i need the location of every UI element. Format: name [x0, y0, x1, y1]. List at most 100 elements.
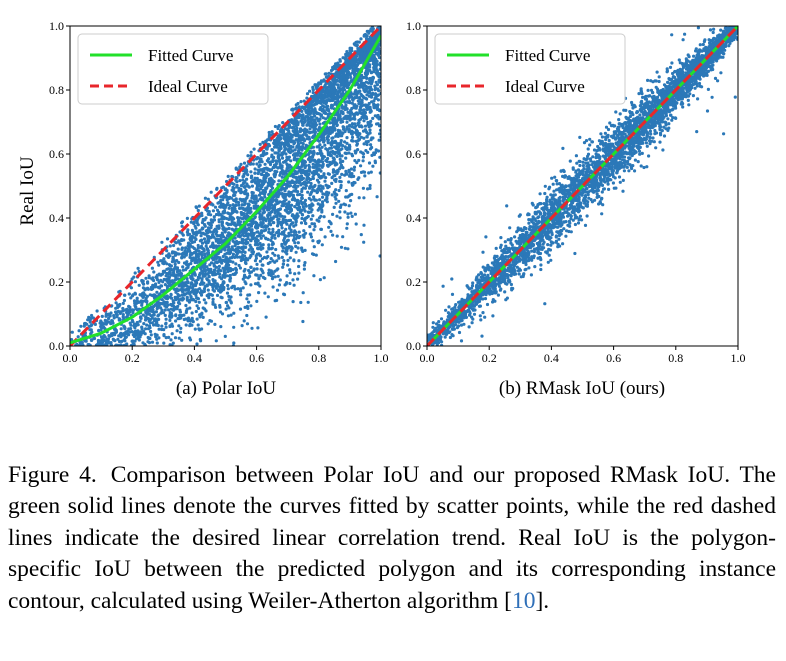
scatter-point: [133, 271, 137, 275]
scatter-point: [281, 265, 285, 269]
scatter-point: [300, 212, 304, 217]
scatter-point: [322, 172, 326, 176]
scatter-point: [232, 311, 236, 315]
panel-a: 0.0 0.2 0.4 0.6 0.8 1.00.00.20.40.60.81.0Fitt…: [17, 19, 389, 399]
scatter-point: [297, 230, 301, 234]
scatter-point: [321, 185, 325, 189]
scatter-point: [280, 226, 284, 230]
scatter-point: [352, 168, 356, 172]
scatter-point: [119, 327, 123, 331]
scatter-point: [198, 229, 202, 233]
scatter-point: [352, 104, 356, 108]
scatter-point: [110, 333, 114, 338]
scatter-point: [343, 203, 348, 207]
scatter-point: [258, 259, 262, 263]
scatter-point: [307, 163, 311, 167]
scatter-point: [260, 263, 264, 267]
scatter-point: [292, 180, 296, 184]
scatter-point: [192, 283, 196, 287]
scatter-point: [201, 274, 205, 278]
scatter-point: [227, 226, 231, 231]
scatter-point: [306, 190, 310, 194]
scatter-point: [97, 329, 101, 333]
scatter-point: [162, 328, 166, 332]
scatter-point: [298, 180, 302, 184]
scatter-point: [265, 151, 269, 155]
scatter-point: [135, 320, 139, 325]
scatter-point: [328, 127, 332, 131]
scatter-point: [348, 101, 352, 105]
scatter-point: [217, 213, 221, 217]
scatter-point: [169, 292, 173, 296]
scatter-point: [375, 195, 379, 199]
scatter-point: [294, 233, 298, 237]
scatter-point: [269, 269, 273, 273]
scatter-point: [306, 300, 310, 304]
scatter-point: [330, 97, 334, 101]
scatter-point: [247, 268, 251, 273]
scatter-point: [377, 78, 381, 82]
scatter-point: [352, 165, 357, 169]
scatter-point: [238, 234, 242, 238]
scatter-point: [295, 119, 299, 124]
scatter-point: [349, 131, 353, 136]
scatter-point: [348, 124, 352, 128]
scatter-point: [107, 334, 111, 338]
scatter-point: [276, 134, 280, 138]
scatter-point: [332, 205, 336, 209]
scatter-point: [112, 316, 116, 320]
scatter-point: [254, 256, 258, 260]
scatter-point: [169, 338, 173, 342]
scatter-point: [362, 223, 366, 227]
scatter-point: [238, 307, 243, 311]
scatter-point: [123, 326, 127, 330]
scatter-point: [231, 252, 235, 256]
scatter-point: [287, 218, 291, 223]
scatter-point: [150, 266, 154, 270]
scatter-point: [319, 227, 323, 231]
scatter-point: [212, 270, 216, 274]
scatter-point: [370, 92, 375, 97]
scatter-point: [288, 271, 292, 275]
scatter-point: [316, 152, 320, 156]
scatter-point: [286, 204, 290, 208]
scatter-point: [305, 171, 309, 175]
scatter-point: [127, 304, 131, 308]
scatter-point: [167, 278, 171, 282]
scatter-point: [237, 263, 241, 268]
scatter-point: [165, 254, 169, 258]
scatter-point: [88, 318, 92, 322]
scatter-point: [339, 163, 343, 167]
scatter-point: [323, 111, 327, 115]
scatter-point: [247, 248, 251, 252]
scatter-point: [308, 225, 312, 229]
scatter-point: [313, 224, 317, 228]
scatter-point: [163, 313, 167, 317]
scatter-point: [180, 246, 184, 250]
scatter-point: [365, 72, 369, 76]
scatter-point: [127, 333, 131, 337]
scatter-point: [349, 167, 353, 171]
scatter-point: [122, 338, 126, 342]
scatter-point: [238, 266, 242, 270]
scatter-point: [369, 27, 373, 31]
scatter-point: [146, 335, 150, 340]
scatter-point: [228, 204, 232, 208]
scatter-point: [260, 257, 265, 261]
scatter-point: [260, 229, 264, 233]
scatter-point: [255, 187, 259, 191]
scatter-point: [147, 341, 152, 345]
scatter-point: [370, 136, 374, 140]
scatter-point: [273, 275, 277, 279]
scatter-point: [272, 165, 276, 169]
scatter-point: [219, 249, 223, 254]
scatter-point: [152, 323, 156, 327]
scatter-point: [315, 111, 319, 116]
scatter-point: [345, 195, 350, 199]
scatter-point: [231, 203, 235, 207]
scatter-point: [278, 278, 282, 282]
scatter-point: [266, 254, 270, 259]
scatter-point: [157, 317, 161, 321]
scatter-point: [278, 200, 282, 204]
scatter-point: [322, 140, 326, 144]
